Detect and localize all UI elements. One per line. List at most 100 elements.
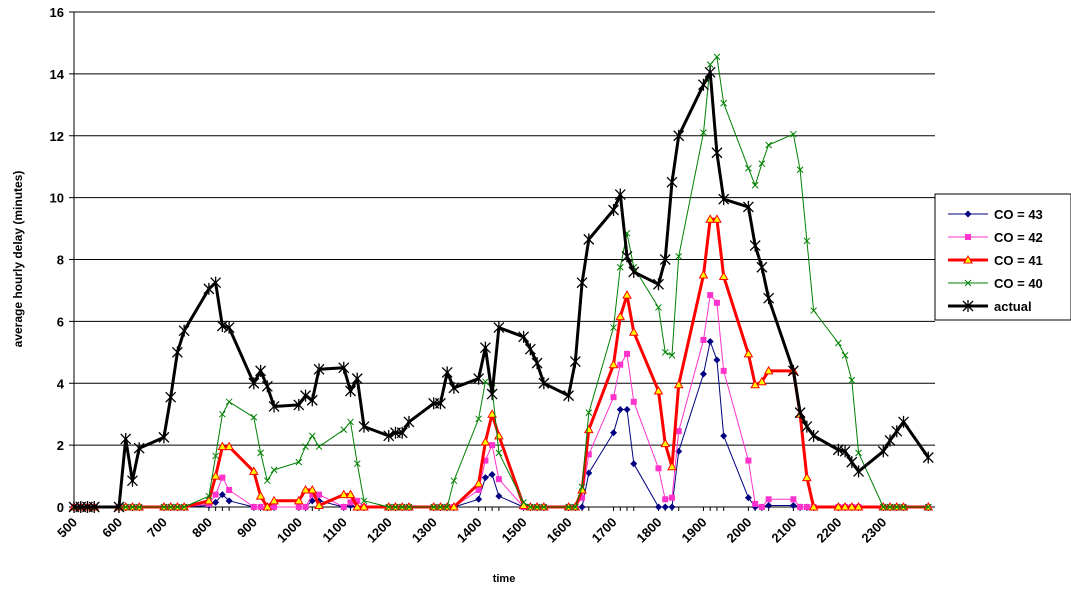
data-point-actual: [158, 431, 170, 444]
data-point-co-42: [610, 394, 617, 401]
x-tick-label: 2200: [813, 515, 844, 546]
data-point-co-40: [540, 503, 548, 511]
data-point-co-40: [841, 352, 849, 359]
data-point-co-43: [616, 406, 624, 414]
data-point-co-40: [122, 503, 130, 511]
data-point-actual: [126, 474, 138, 487]
data-point-co-43: [699, 370, 707, 378]
data-point-actual: [268, 400, 280, 413]
data-point-actual: [538, 377, 550, 390]
data-point-co-40: [924, 503, 932, 511]
data-point-co-41: [473, 478, 484, 488]
data-point-co-40: [180, 503, 188, 511]
y-axis-title: average hourly delay (minutes): [11, 171, 25, 348]
data-point-co-43: [789, 501, 797, 509]
data-point-co-41: [210, 471, 221, 480]
data-point-actual: [832, 443, 844, 456]
data-point-co-43: [713, 356, 721, 364]
data-point-actual: [839, 445, 851, 458]
data-point-co-40: [893, 503, 901, 511]
data-point-co-42: [212, 491, 219, 498]
x-tick-label: 2100: [768, 515, 799, 546]
data-point-co-40: [135, 503, 143, 511]
data-point-actual: [441, 366, 453, 379]
data-point-co-43: [578, 503, 586, 511]
data-point-actual: [884, 434, 896, 447]
data-point-co-40: [340, 426, 348, 434]
data-point-co-41: [262, 501, 273, 511]
data-point-co-42: [668, 494, 675, 501]
data-point-actual: [493, 321, 505, 334]
data-point-actual: [808, 429, 820, 442]
data-point-co-42: [758, 504, 765, 510]
data-point-co-42: [765, 496, 772, 503]
data-point-co-40: [219, 410, 226, 418]
data-point-co-40: [205, 492, 213, 500]
data-point-actual: [531, 357, 543, 370]
data-point-co-40: [720, 99, 728, 107]
data-point-co-43: [654, 503, 662, 511]
data-point-co-41: [300, 484, 311, 494]
data-point-co-40: [745, 164, 752, 172]
data-point-actual: [608, 204, 619, 216]
x-tick-label: 1000: [274, 515, 305, 546]
y-tick-label: 12: [50, 129, 64, 144]
data-point-co-42: [662, 496, 669, 503]
data-point-actual: [614, 188, 626, 201]
y-tick-label: 6: [57, 314, 64, 329]
data-point-co-40: [661, 348, 669, 356]
data-point-co-40: [360, 497, 368, 505]
data-point-co-42: [316, 491, 323, 498]
legend-item-co-40: CO = 40: [948, 276, 1043, 291]
data-point-actual: [358, 420, 370, 433]
data-point-co-41: [718, 271, 729, 281]
data-point-actual: [210, 276, 222, 289]
data-point-actual: [345, 384, 356, 397]
data-point-co-41: [345, 489, 356, 499]
data-point-co-42: [347, 499, 354, 506]
data-point-co-42: [655, 465, 662, 472]
data-point-co-43: [585, 469, 593, 477]
data-point-actual: [486, 388, 498, 401]
data-point-co-40: [848, 376, 856, 384]
y-tick-label: 16: [50, 5, 64, 20]
data-point-co-43: [225, 497, 233, 505]
data-point-actual: [306, 394, 318, 407]
data-point-actual: [216, 320, 228, 333]
data-point-co-43: [481, 474, 489, 482]
data-point-co-40: [270, 466, 278, 474]
data-point-actual: [666, 176, 678, 189]
data-point-co-41: [673, 379, 684, 389]
data-point-co-40: [706, 61, 714, 68]
x-tick-label: 1300: [409, 515, 440, 546]
data-point-co-40: [765, 141, 772, 149]
data-point-co-41: [667, 461, 677, 471]
x-tick-label: 1400: [454, 515, 485, 546]
x-tick-label: 1700: [589, 515, 620, 546]
data-point-actual: [583, 233, 595, 246]
data-point-actual: [479, 341, 491, 354]
data-point-co-43: [720, 432, 728, 440]
legend-item-co-41: CO = 41: [948, 253, 1043, 268]
data-point-co-42: [720, 367, 727, 374]
x-tick-label: 2000: [723, 515, 754, 546]
data-point-co-40: [700, 129, 707, 137]
data-point-co-40: [900, 503, 907, 511]
data-point-co-41: [449, 501, 459, 511]
data-point-co-41: [833, 501, 844, 511]
legend-label: CO = 41: [994, 253, 1043, 268]
data-point-actual: [801, 420, 813, 433]
x-tick-label: 1500: [499, 515, 530, 546]
data-point-co-42: [617, 361, 624, 368]
data-point-co-40: [803, 237, 811, 245]
data-point-co-40: [430, 503, 438, 511]
x-tick-label: 800: [189, 515, 215, 541]
data-point-co-42: [579, 494, 586, 501]
data-point-co-41: [750, 379, 761, 389]
data-point-actual: [787, 364, 799, 377]
data-point-co-42: [354, 497, 361, 504]
data-point-actual: [763, 292, 775, 305]
data-point-actual: [846, 456, 858, 469]
data-point-co-42: [495, 476, 502, 483]
